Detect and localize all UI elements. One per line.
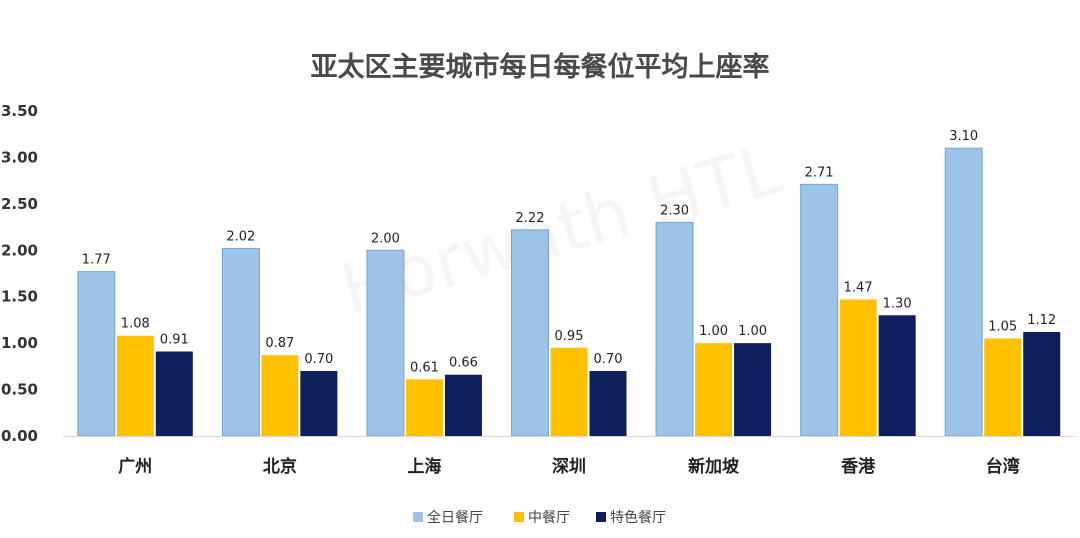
y-tick-label: 2.50 <box>1 195 38 213</box>
data-label: 0.66 <box>449 356 478 371</box>
y-tick-label: 3.00 <box>1 148 38 166</box>
y-tick-label: 1.00 <box>1 334 38 352</box>
x-tick-label: 广州 <box>118 456 152 477</box>
y-tick-label: 2.00 <box>1 241 38 259</box>
data-label: 1.77 <box>82 253 111 268</box>
y-tick-label: 1.50 <box>1 288 38 306</box>
data-label: 2.02 <box>226 229 255 244</box>
bar <box>116 335 154 436</box>
bar <box>984 338 1022 436</box>
data-label: 0.70 <box>594 352 623 367</box>
bar <box>405 379 443 436</box>
y-tick-label: 0.50 <box>1 381 38 399</box>
data-label: 0.95 <box>555 329 584 344</box>
legend-label: 特色餐厅 <box>610 509 666 526</box>
x-tick-label: 香港 <box>841 456 876 477</box>
bar <box>800 183 839 437</box>
data-label: 1.08 <box>121 317 150 332</box>
bar <box>944 147 983 437</box>
x-tick-label: 北京 <box>263 456 297 477</box>
bar <box>734 343 772 436</box>
legend-label: 中餐厅 <box>528 510 570 526</box>
bar <box>261 355 299 436</box>
x-tick-label: 新加坡 <box>688 456 739 477</box>
bar <box>695 343 733 436</box>
x-tick-label: 台湾 <box>986 456 1020 477</box>
bar <box>155 351 193 436</box>
data-label: 2.00 <box>371 231 400 246</box>
data-label: 1.00 <box>699 324 728 339</box>
bar <box>1023 332 1061 436</box>
bar <box>221 247 260 437</box>
data-label: 1.12 <box>1027 313 1056 328</box>
legend: 全日餐厅 中餐厅 特色餐厅 <box>413 509 666 526</box>
data-label: 0.91 <box>160 333 189 348</box>
data-label: 0.61 <box>410 360 439 375</box>
bar <box>77 271 116 437</box>
bars: 1.77 1.08 0.91 2.02 0.87 0.70 2.00 0.61 0.66 2.22… <box>77 129 1061 437</box>
data-label: 1.47 <box>844 281 873 296</box>
bar <box>550 347 588 436</box>
data-label: 0.87 <box>265 336 294 351</box>
bar <box>511 229 549 437</box>
data-label: 1.30 <box>883 296 912 311</box>
legend-swatch <box>514 512 524 522</box>
data-label: 1.00 <box>738 324 767 339</box>
x-tick-label: 上海 <box>407 456 441 477</box>
data-label: 0.70 <box>304 352 333 367</box>
y-axis: 0.00 0.50 1.00 1.50 2.00 2.50 3.00 3.50 <box>1 102 38 445</box>
y-tick-label: 3.50 <box>1 102 38 120</box>
y-tick-label: 0.00 <box>1 427 38 445</box>
legend-swatch <box>596 512 606 522</box>
bar <box>300 371 338 436</box>
data-label: 2.71 <box>805 165 834 180</box>
bar <box>878 315 916 436</box>
data-label: 2.30 <box>660 203 689 218</box>
data-label: 2.22 <box>516 211 545 226</box>
bar <box>839 299 877 436</box>
bar <box>444 374 482 436</box>
data-label: 1.05 <box>988 320 1017 335</box>
x-axis: 广州 北京 上海 深圳 新加坡 香港 台湾 <box>63 436 1075 477</box>
bar <box>655 221 694 437</box>
x-tick-label: 深圳 <box>552 456 586 477</box>
legend-label: 全日餐厅 <box>427 509 483 526</box>
legend-swatch <box>413 512 423 522</box>
chart-title: 亚太区主要城市每日每餐位平均上座率 <box>311 51 770 83</box>
data-label: 3.10 <box>949 129 978 144</box>
bar <box>366 249 405 437</box>
bar <box>589 371 627 436</box>
